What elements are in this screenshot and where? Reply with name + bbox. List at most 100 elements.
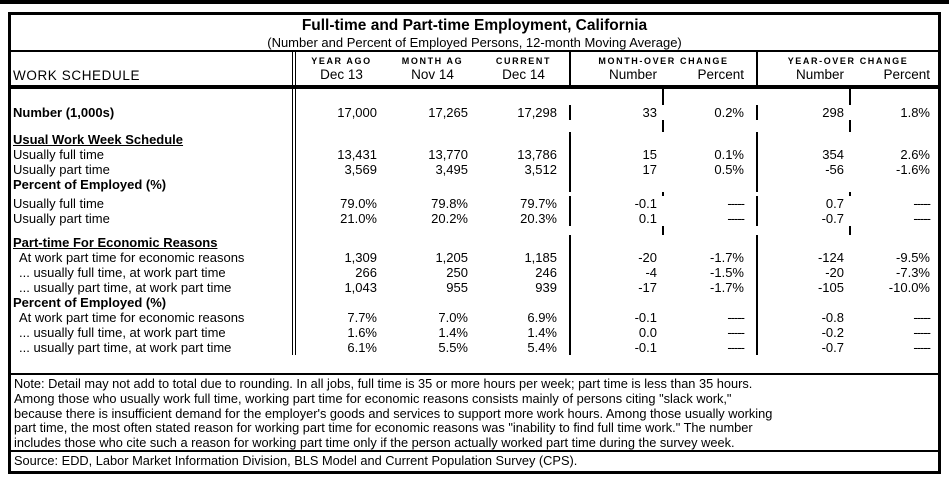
- row-label: ... usually full time, at work part time: [11, 265, 296, 280]
- cell-mo-number: 33: [642, 105, 657, 120]
- cell-mo-number: 0.1: [638, 211, 657, 226]
- cell-yo-percent: -----: [913, 325, 931, 340]
- cell-mo-percent: -----: [671, 211, 758, 226]
- cell-yo-percent: -----: [913, 211, 931, 226]
- note-line: includes those who cite such a reason fo…: [14, 435, 735, 451]
- cell-mo-percent: -----: [671, 325, 758, 340]
- note-block: Note: Detail may not add to total due to…: [11, 375, 938, 452]
- column-month-ago: MONTH AG Nov 14: [387, 52, 478, 85]
- cell-year-ago: 7.7%: [347, 310, 377, 325]
- cell-yo-number: -0.8: [821, 310, 844, 325]
- cell-mo-percent: -1.5%: [671, 265, 758, 280]
- cell-year-ago: [296, 295, 387, 310]
- cell-mo-number: -0.1: [634, 340, 657, 355]
- cell-year-ago: [296, 177, 387, 192]
- cell-yo-percent: 2.6%: [900, 147, 930, 162]
- cell-current: [478, 177, 571, 192]
- top-edge-strip: [0, 0, 949, 4]
- row-label: ... usually part time, at work part time: [11, 340, 296, 355]
- cell-current: [478, 295, 571, 310]
- cell-yo-percent: -----: [913, 310, 931, 325]
- note-line: Among those who usually work full time, …: [14, 390, 732, 406]
- cell-month-ago: 13,770: [428, 147, 468, 162]
- cell-current: 3,512: [478, 162, 571, 177]
- cell-yo-number: [758, 132, 858, 147]
- row-label: Part-time For Economic Reasons: [11, 235, 296, 250]
- month-ago-date: Nov 14: [411, 67, 454, 82]
- cell-year-ago: [296, 235, 387, 250]
- cell-current: 5.4%: [478, 340, 571, 355]
- column-header-row: WORK SCHEDULE YEAR AGO Dec 13 MONTH AG N…: [11, 52, 938, 89]
- cell-month-ago: 20.2%: [431, 211, 468, 226]
- cell-current: 246: [478, 265, 571, 280]
- cell-yo-number: -56: [825, 162, 844, 177]
- year-over-number-header: Number: [795, 67, 844, 82]
- cell-year-ago: 1.6%: [347, 325, 377, 340]
- cell-year-ago: 3,569: [344, 162, 377, 177]
- year-ago-date: Dec 13: [320, 67, 363, 82]
- cell-current: 17,298: [478, 105, 571, 120]
- cell-year-ago: 21.0%: [340, 211, 377, 226]
- cell-year-ago: 79.0%: [340, 196, 377, 211]
- cell-month-ago: 7.0%: [438, 310, 468, 325]
- row-label: ... usually part time, at work part time: [11, 280, 296, 295]
- cell-month-ago: 17,265: [428, 105, 468, 120]
- cell-mo-number: -4: [645, 265, 657, 280]
- period-columns-group: YEAR AGO Dec 13 MONTH AG Nov 14 CURRENT …: [296, 52, 571, 85]
- cell-mo-number: [571, 177, 671, 192]
- spacer-row: [11, 192, 938, 196]
- cell-mo-percent: 0.2%: [671, 105, 758, 120]
- cell-mo-percent: [671, 295, 758, 310]
- row-label: At work part time for economic reasons: [11, 250, 296, 265]
- cell-mo-number: -17: [638, 280, 657, 295]
- cell-current: 13,786: [478, 147, 571, 162]
- cell-yo-percent: -7.3%: [896, 265, 930, 280]
- cell-current: [478, 235, 571, 250]
- cell-current: 6.9%: [478, 310, 571, 325]
- table-row: Usually part time 21.0% 20.2% 20.3% 0.1 -----…: [11, 211, 938, 226]
- cell-current: 1,185: [478, 250, 571, 265]
- table-row: Percent of Employed (%): [11, 177, 938, 192]
- cell-yo-number: [758, 235, 858, 250]
- table-row: Part-time For Economic Reasons: [11, 235, 938, 250]
- cell-year-ago: 1,043: [344, 280, 377, 295]
- cell-year-ago: 266: [355, 265, 377, 280]
- row-label: At work part time for economic reasons: [11, 310, 296, 325]
- table-row: Usually full time 79.0% 79.8% 79.7% -0.1 ----…: [11, 196, 938, 211]
- cell-yo-percent: -----: [913, 196, 931, 211]
- column-year-ago: YEAR AGO Dec 13: [296, 52, 387, 85]
- current-date: Dec 14: [502, 67, 545, 82]
- table-row: ... usually full time, at work part time…: [11, 325, 938, 340]
- spacer-row: [11, 120, 938, 132]
- table-row: Usually full time 13,431 13,770 13,786 15 0.1…: [11, 147, 938, 162]
- cell-mo-percent: 0.5%: [671, 162, 758, 177]
- column-current: CURRENT Dec 14: [478, 52, 569, 85]
- cell-yo-percent: [858, 177, 938, 192]
- table-row: Percent of Employed (%): [11, 295, 938, 310]
- cell-mo-percent: [671, 235, 758, 250]
- cell-mo-percent: [671, 177, 758, 192]
- cell-year-ago: 17,000: [337, 105, 377, 120]
- month-over-number-header: Number: [608, 67, 657, 82]
- cell-yo-number: 298: [822, 105, 844, 120]
- row-label: ... usually full time, at work part time: [11, 325, 296, 340]
- cell-mo-number: [571, 295, 671, 310]
- cell-yo-number: -0.7: [821, 340, 844, 355]
- spacer-row: [11, 226, 938, 235]
- cell-mo-percent: -1.7%: [671, 280, 758, 295]
- cell-current: 20.3%: [478, 211, 571, 226]
- cell-month-ago: 5.5%: [438, 340, 468, 355]
- cell-yo-number: -20: [825, 265, 844, 280]
- row-label: Usual Work Week Schedule: [11, 132, 296, 147]
- cell-year-ago: [296, 132, 387, 147]
- current-label: CURRENT: [495, 56, 552, 66]
- month-over-change-group: MONTH-OVER CHANGE Number Percent: [571, 52, 758, 85]
- cell-yo-percent: -1.6%: [896, 162, 930, 177]
- cell-mo-percent: -----: [671, 196, 758, 211]
- cell-mo-number: -20: [638, 250, 657, 265]
- cell-yo-percent: -----: [913, 340, 931, 355]
- table-row: Usually part time 3,569 3,495 3,512 17 0.5% -5…: [11, 162, 938, 177]
- cell-month-ago: [387, 132, 478, 147]
- table-rows: Number (1,000s) 17,000 17,265 17,298 33 0.2% 2…: [11, 89, 938, 375]
- cell-yo-number: 354: [822, 147, 844, 162]
